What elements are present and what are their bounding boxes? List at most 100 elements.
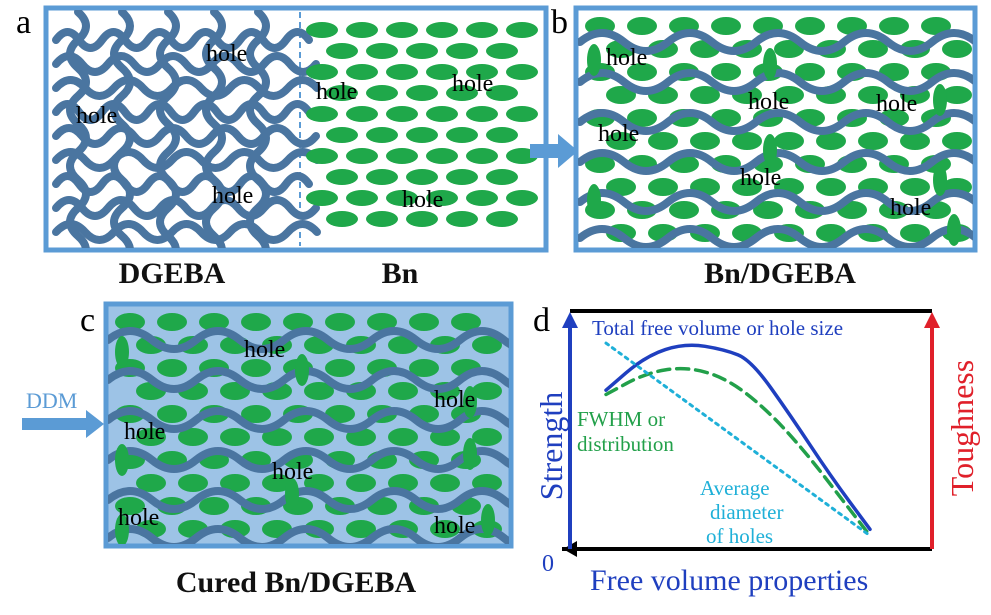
bn-particle <box>774 40 804 58</box>
bn-particle <box>426 22 458 38</box>
bn-particle <box>648 132 678 150</box>
bn-particle <box>774 86 804 104</box>
bn-particle <box>406 169 438 185</box>
bn-particle <box>386 22 418 38</box>
bn-particle <box>115 497 145 515</box>
hole-label: hole <box>118 505 160 531</box>
hole-label: hole <box>206 41 248 67</box>
bn-particle <box>346 148 378 164</box>
bn-particle <box>157 313 187 331</box>
ddm-label: DDM <box>26 388 78 413</box>
bn-particle <box>367 313 397 331</box>
y-axis-title-strength: Strength <box>533 391 569 501</box>
ddm-arrow <box>22 410 104 438</box>
polymer-chain <box>578 189 973 215</box>
bn-particle <box>587 44 601 76</box>
polymer-chain <box>52 52 320 76</box>
bn-particle <box>900 132 930 150</box>
polymer-chain <box>578 69 973 95</box>
hole-label: hole <box>876 91 918 117</box>
hole-label: hole <box>124 419 166 445</box>
bn-particle <box>446 43 478 59</box>
bn-particle <box>466 22 498 38</box>
series-label-avg-diameter: Average <box>700 476 770 500</box>
polymer-chain <box>52 148 321 172</box>
panel-label-c: c <box>80 302 96 339</box>
polymer-chain <box>108 525 509 544</box>
hole-label: hole <box>598 121 640 147</box>
bn-particle <box>157 359 187 377</box>
hole-label: hole <box>244 337 286 363</box>
polymer-chain <box>52 196 320 220</box>
bn-particle <box>326 85 358 101</box>
dgeba-network <box>52 10 321 248</box>
bn-particle <box>285 478 299 510</box>
bn-particle <box>406 85 438 101</box>
hole-label: hole <box>748 89 790 115</box>
bn-filler-particles <box>306 22 538 227</box>
polymer-chain <box>52 76 321 100</box>
bn-particle <box>795 63 825 81</box>
bn-particle <box>648 178 678 196</box>
polymer-chain <box>246 10 270 248</box>
bn-particle <box>627 109 657 127</box>
bn-particle <box>306 64 338 80</box>
bn-particle <box>466 190 498 206</box>
bn-particle <box>136 474 166 492</box>
bn-particle <box>386 64 418 80</box>
bn-particle <box>472 382 502 400</box>
caption-bn: Bn <box>381 257 419 290</box>
bn-particle <box>241 405 271 423</box>
bn-particle <box>304 382 334 400</box>
bn-particle <box>115 336 129 368</box>
bn-particle <box>426 190 458 206</box>
bn-particle <box>690 132 720 150</box>
bn-particle <box>486 211 518 227</box>
series-line-dotted <box>604 341 872 538</box>
bn-particle <box>386 106 418 122</box>
bn-particle <box>753 201 783 219</box>
bn-particle <box>585 155 615 173</box>
bn-particle <box>346 474 376 492</box>
bn-particle <box>486 169 518 185</box>
bn-particle <box>306 148 338 164</box>
arrow-a-to-b <box>530 134 578 168</box>
polymer-chain <box>108 327 509 353</box>
bn-particle <box>732 178 762 196</box>
property-chart <box>562 309 940 557</box>
bn-particle <box>304 428 334 446</box>
bn-particle <box>157 405 187 423</box>
hole-label: hole <box>434 387 476 413</box>
bn-particle <box>858 86 888 104</box>
bn-particle <box>366 85 398 101</box>
polymer-chain <box>52 28 313 52</box>
caption-cured-bn-dgeba: Cured Bn/DGEBA <box>175 566 417 599</box>
bn-particle <box>430 474 460 492</box>
toughness-arrowhead <box>924 312 940 328</box>
bn-particle <box>446 85 478 101</box>
bn-particle <box>816 132 846 150</box>
bn-particle <box>472 336 502 354</box>
bn-particle <box>472 428 502 446</box>
bn-particle <box>506 64 538 80</box>
hole-label: hole <box>452 71 494 97</box>
bn-particle <box>262 474 292 492</box>
bn-particle <box>466 148 498 164</box>
bn-particle <box>486 127 518 143</box>
bn-particle <box>486 43 518 59</box>
polymer-chain <box>578 29 973 55</box>
bn-particle <box>879 17 909 35</box>
bn-particle <box>942 132 972 150</box>
bn-particle <box>388 428 418 446</box>
chart-series <box>604 341 872 538</box>
bn-particle <box>669 201 699 219</box>
bn-particle <box>481 504 495 536</box>
polymer-chain <box>66 10 90 248</box>
x-axis-title: Free volume properties <box>590 564 869 597</box>
bn-particle <box>346 106 378 122</box>
bn-particle <box>199 313 229 331</box>
series-label-total-free-volume: Total free volume or hole size <box>592 316 844 340</box>
bn-particle <box>386 148 418 164</box>
bn-particle <box>326 169 358 185</box>
